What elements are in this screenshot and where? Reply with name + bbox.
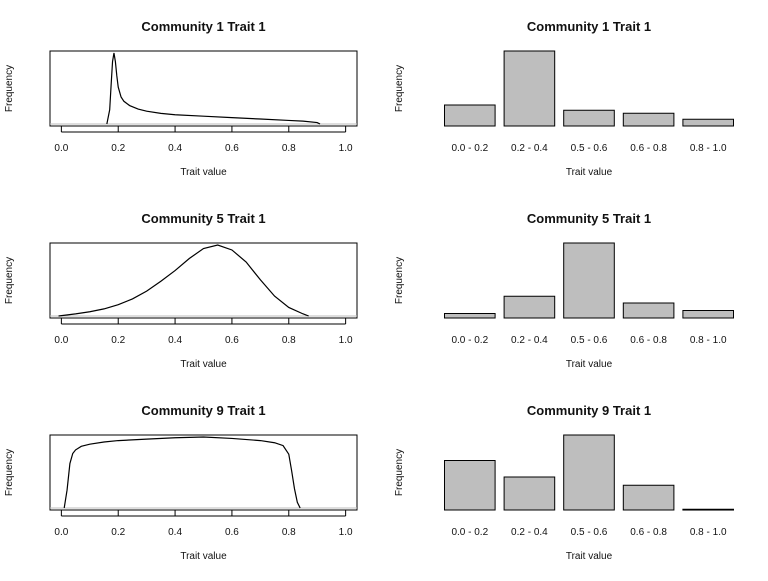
- bar-category-label: 0.0 - 0.2: [451, 335, 488, 346]
- x-axis-label: Trait value: [566, 167, 613, 178]
- density-line: [58, 244, 309, 317]
- x-tick-label: 0.2: [111, 335, 125, 346]
- x-tick-label: 0.6: [225, 143, 239, 154]
- bar-category-label: 0.8 - 1.0: [690, 527, 727, 538]
- bar-category-label: 0.0 - 0.2: [451, 527, 488, 538]
- x-tick-label: 1.0: [339, 143, 353, 154]
- panel-title: Community 9 Trait 1: [527, 403, 651, 418]
- x-tick-label: 0.8: [282, 335, 296, 346]
- plot-frame: [49, 434, 358, 511]
- x-axis-label: Trait value: [180, 551, 227, 562]
- bar-category-label: 0.5 - 0.6: [571, 335, 608, 346]
- bar-category-label: 0.5 - 0.6: [571, 143, 608, 154]
- x-tick-label: 0.6: [225, 527, 239, 538]
- x-tick-label: 0.6: [225, 335, 239, 346]
- x-axis-label: Trait value: [180, 359, 227, 370]
- density-line: [106, 52, 321, 125]
- x-tick-label: 0.4: [168, 143, 182, 154]
- bar: [563, 242, 615, 319]
- x-axis-label: Trait value: [566, 551, 613, 562]
- bar: [444, 313, 496, 319]
- x-tick-label: 0.0: [54, 143, 68, 154]
- bar-category-label: 0.6 - 0.8: [630, 527, 667, 538]
- panel-title: Community 1 Trait 1: [527, 19, 651, 34]
- bar-category-label: 0.5 - 0.6: [571, 527, 608, 538]
- y-axis-label: Frequency: [4, 449, 15, 496]
- y-axis-label: Frequency: [394, 65, 405, 112]
- x-tick-label: 0.2: [111, 143, 125, 154]
- bar-category-label: 0.2 - 0.4: [511, 335, 548, 346]
- x-tick-label: 0.0: [54, 335, 68, 346]
- panel-title: Community 9 Trait 1: [141, 403, 265, 418]
- bar: [503, 50, 556, 127]
- y-axis-label: Frequency: [394, 449, 405, 496]
- bar: [682, 118, 735, 127]
- x-tick-label: 0.8: [282, 143, 296, 154]
- bar-category-label: 0.2 - 0.4: [511, 143, 548, 154]
- bar: [622, 302, 675, 319]
- x-tick-label: 1.0: [339, 335, 353, 346]
- bar: [622, 112, 675, 127]
- bar-category-label: 0.6 - 0.8: [630, 335, 667, 346]
- panel-2: Community 1 Trait 1 Trait value Frequency 0…: [394, 19, 735, 178]
- bar: [622, 484, 675, 511]
- bar: [682, 508, 735, 511]
- bar: [444, 104, 496, 127]
- y-axis-label: Frequency: [4, 65, 15, 112]
- bar: [563, 434, 615, 511]
- bar-category-label: 0.0 - 0.2: [451, 143, 488, 154]
- x-tick-label: 0.8: [282, 527, 296, 538]
- panel-title: Community 1 Trait 1: [141, 19, 265, 34]
- panel-title: Community 5 Trait 1: [141, 211, 265, 226]
- bar: [444, 460, 496, 511]
- x-tick-label: 0.0: [54, 527, 68, 538]
- panel-5: Community 9 Trait 1 Trait value Frequency 0…: [4, 403, 358, 562]
- panel-6: Community 9 Trait 1 Trait value Frequency 0…: [394, 403, 735, 562]
- bar-category-label: 0.8 - 1.0: [690, 143, 727, 154]
- x-tick-label: 0.4: [168, 527, 182, 538]
- bar-category-label: 0.2 - 0.4: [511, 527, 548, 538]
- y-axis-label: Frequency: [394, 257, 405, 304]
- x-tick-label: 1.0: [339, 527, 353, 538]
- bar: [682, 310, 735, 319]
- x-tick-label: 0.4: [168, 335, 182, 346]
- plot-frame: [49, 242, 358, 319]
- bar: [503, 476, 556, 511]
- x-axis-label: Trait value: [566, 359, 613, 370]
- plot-frame: [49, 50, 358, 127]
- x-axis-label: Trait value: [180, 167, 227, 178]
- density-line: [63, 436, 301, 509]
- x-tick-label: 0.2: [111, 527, 125, 538]
- bar: [563, 109, 615, 127]
- bar-category-label: 0.8 - 1.0: [690, 335, 727, 346]
- bar: [503, 295, 556, 319]
- panel-4: Community 5 Trait 1 Trait value Frequency 0…: [394, 211, 735, 370]
- y-axis-label: Frequency: [4, 257, 15, 304]
- panel-title: Community 5 Trait 1: [527, 211, 651, 226]
- panel-1: Community 1 Trait 1 Trait value Frequency 0…: [4, 19, 358, 178]
- panel-3: Community 5 Trait 1 Trait value Frequency 0…: [4, 211, 358, 370]
- bar-category-label: 0.6 - 0.8: [630, 143, 667, 154]
